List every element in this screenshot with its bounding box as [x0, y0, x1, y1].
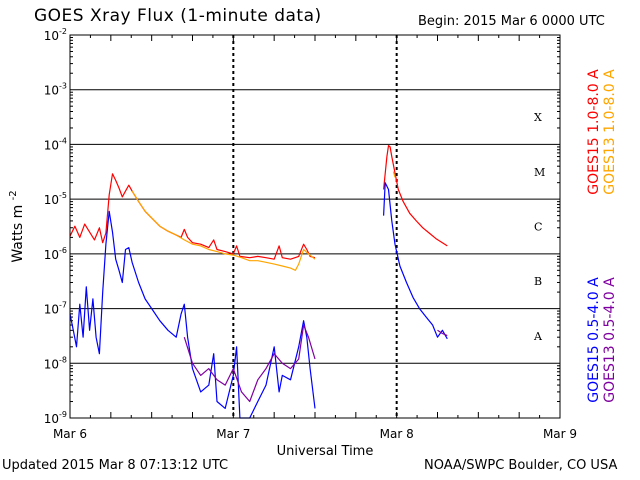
y-tick-label: 10-8: [44, 355, 67, 371]
y-tick-label: 10-9: [44, 410, 67, 426]
begin-date: Begin: 2015 Mar 6 0000 UTC: [418, 14, 605, 29]
flare-class-X: X: [534, 111, 542, 124]
plot-frame: [69, 34, 561, 419]
series-line: [69, 210, 316, 419]
y-tick-label: 10-6: [44, 246, 67, 262]
series-line: [392, 171, 396, 178]
y-axis-label-sup: -2: [8, 190, 19, 200]
updated-timestamp: Updated 2015 Mar 8 07:13:12 UTC: [2, 458, 229, 473]
y-axis-label-main: Watts m: [10, 200, 26, 262]
x-tick-label: Mar 9: [543, 427, 577, 441]
x-tick-label: Mar 6: [53, 427, 87, 441]
chart-title: GOES Xray Flux (1-minute data): [34, 6, 322, 26]
y-tick-label: 10-7: [44, 301, 67, 317]
y-axis-label-text: Watts m -2: [8, 190, 26, 262]
flare-class-A: A: [533, 330, 543, 343]
legend-entry: GOES13 0.5-4.0 A: [602, 277, 618, 403]
series-line: [131, 190, 316, 271]
legend-entry: GOES15 0.5-4.0 A: [586, 277, 602, 403]
series-line: [383, 145, 448, 247]
y-tick-labels: 10-9 10-8 10-7 10-6 10-5 10-4 10-3 10-2: [44, 27, 67, 426]
y-tick-label: 10-4: [44, 136, 67, 152]
y-tick-label: 10-5: [44, 191, 67, 207]
day-boundaries: [69, 35, 561, 418]
flare-class-B: B: [534, 275, 542, 288]
grid-lines: [70, 37, 560, 403]
series-line: [69, 173, 316, 260]
y-tick-label: 10-3: [44, 82, 67, 98]
y-axis-label: Watts m -2: [8, 190, 26, 262]
series-line: [437, 329, 448, 337]
y-tick-label: 10-2: [44, 27, 67, 43]
series-lines: [69, 145, 448, 419]
flare-class-C: C: [534, 221, 542, 234]
legend-entry: GOES13 1.0-8.0 A: [602, 69, 618, 195]
series-line: [183, 324, 316, 403]
x-tick-label: Mar 8: [380, 427, 414, 441]
flare-class-M: M: [534, 166, 545, 179]
legend: GOES15 1.0-8.0 A GOES13 1.0-8.0 A GOES15 0…: [586, 69, 618, 403]
credit-text: NOAA/SWPC Boulder, CO USA: [424, 458, 618, 473]
legend-entry: GOES15 1.0-8.0 A: [586, 69, 602, 195]
x-tick-label: Mar 7: [216, 427, 250, 441]
x-tick-labels: Mar 6 Mar 7 Mar 8 Mar 9: [53, 427, 577, 441]
x-axis-label: Universal Time: [277, 444, 374, 459]
flare-class-labels: A B C M X: [533, 111, 545, 343]
series-line: [383, 182, 448, 340]
